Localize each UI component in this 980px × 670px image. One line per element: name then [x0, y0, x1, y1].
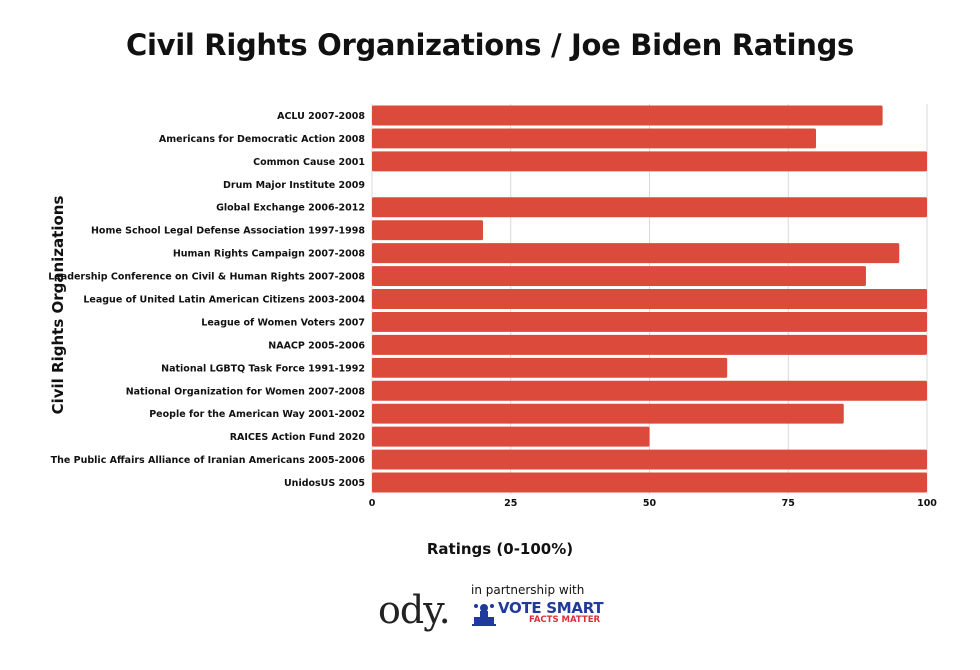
- bar: [372, 380, 927, 401]
- vote-smart-emblem-icon: [472, 604, 496, 626]
- category-label: Drum Major Institute 2009: [223, 180, 365, 191]
- category-label: Home School Legal Defense Association 19…: [91, 226, 365, 237]
- bars: [372, 105, 927, 493]
- category-label: UnidosUS 2005: [284, 478, 365, 489]
- bar: [372, 449, 927, 470]
- vote-smart-tagline: FACTS MATTER: [529, 615, 601, 625]
- vote-smart-title: VOTE SMART: [498, 599, 604, 617]
- x-tick-labels: 0 25 50 75 100: [369, 498, 938, 509]
- category-labels: ACLU 2007-2008 Americans for Democratic A…: [48, 111, 365, 489]
- bar: [372, 334, 927, 355]
- x-tick-label: 75: [782, 498, 795, 509]
- category-label: Leadership Conference on Civil & Human R…: [48, 272, 365, 283]
- x-tick-label: 25: [504, 498, 517, 509]
- bar: [372, 105, 883, 126]
- category-label: Human Rights Campaign 2007-2008: [173, 249, 366, 260]
- chart-title: Civil Rights Organizations / Joe Biden R…: [126, 28, 854, 62]
- bar: [372, 151, 927, 172]
- x-axis-label: Ratings (0-100%): [426, 540, 574, 558]
- bar: [372, 426, 650, 447]
- partnership-text: in partnership with: [471, 583, 585, 597]
- category-label: Americans for Democratic Action 2008: [159, 134, 365, 145]
- bar: [372, 357, 728, 378]
- category-label: National Organization for Women 2007-200…: [126, 386, 366, 397]
- x-tick-label: 0: [369, 498, 376, 509]
- bar: [372, 311, 927, 332]
- category-label: The Public Affairs Alliance of Iranian A…: [51, 455, 366, 466]
- category-label: NAACP 2005-2006: [268, 340, 365, 351]
- category-label: ACLU 2007-2008: [277, 111, 365, 122]
- bar: [372, 289, 927, 309]
- bar: [372, 266, 866, 287]
- ody-logo: ody.: [378, 588, 451, 632]
- bar: [372, 197, 927, 218]
- x-tick-label: 50: [643, 498, 657, 509]
- x-axis-label-wrap: Ratings (0-100%): [0, 540, 980, 558]
- category-label: Common Cause 2001: [253, 157, 365, 168]
- bar: [372, 403, 844, 424]
- category-label: League of Women Voters 2007: [201, 317, 365, 328]
- vote-smart-logo: VOTE SMART FACTS MATTER: [471, 599, 606, 627]
- bar: [372, 220, 483, 241]
- category-label: Global Exchange 2006-2012: [216, 203, 365, 214]
- category-label: League of United Latin American Citizens…: [83, 295, 365, 306]
- category-label: National LGBTQ Task Force 1991-1992: [161, 363, 365, 374]
- category-label: People for the American Way 2001-2002: [149, 409, 365, 420]
- category-label: RAICES Action Fund 2020: [230, 432, 366, 443]
- bar: [372, 128, 816, 149]
- bar: [372, 243, 900, 264]
- x-tick-label: 100: [917, 498, 937, 509]
- bar: [372, 472, 927, 493]
